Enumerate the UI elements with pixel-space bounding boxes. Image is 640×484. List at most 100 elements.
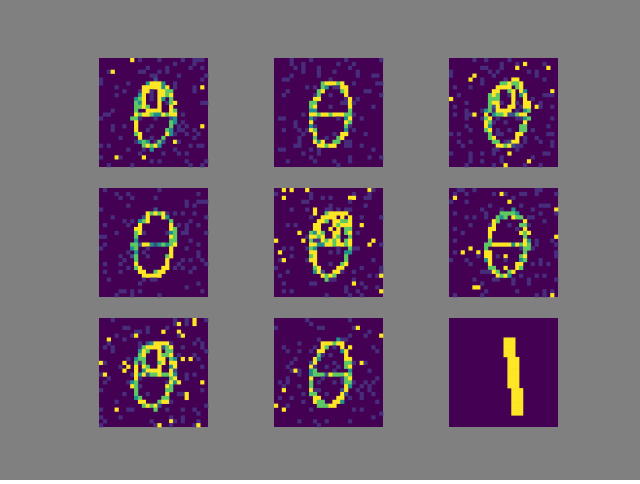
pixel xyxy=(515,211,520,216)
pixel xyxy=(351,360,357,366)
pixel xyxy=(180,128,185,133)
pixel xyxy=(530,246,535,251)
pixel xyxy=(172,238,178,243)
pixel xyxy=(554,277,559,282)
pixel xyxy=(153,407,158,412)
pixel xyxy=(522,120,528,125)
pixel xyxy=(344,211,349,216)
pixel xyxy=(281,93,286,98)
pixel xyxy=(363,333,368,338)
pixel xyxy=(519,265,524,271)
pixel xyxy=(145,345,150,350)
pixel xyxy=(180,58,185,63)
pixel xyxy=(99,77,104,82)
pixel xyxy=(309,238,314,243)
pixel xyxy=(169,399,174,404)
pixel xyxy=(347,143,353,148)
pixel xyxy=(344,116,349,121)
pixel xyxy=(200,345,205,350)
pixel xyxy=(344,356,349,362)
pixel xyxy=(332,139,337,144)
pixel xyxy=(277,380,283,385)
pixel xyxy=(522,226,528,232)
pixel xyxy=(309,230,314,236)
pixel xyxy=(487,238,493,243)
pixel xyxy=(495,93,500,98)
pixel xyxy=(344,258,349,263)
pixel xyxy=(180,419,185,424)
pixel xyxy=(480,108,485,113)
pixel xyxy=(495,131,500,137)
pixel xyxy=(347,242,353,247)
pixel xyxy=(165,211,170,216)
pixel xyxy=(347,199,353,204)
pixel xyxy=(515,289,520,294)
pixel xyxy=(165,399,170,404)
pixel xyxy=(169,96,174,102)
pixel xyxy=(495,69,500,74)
pixel xyxy=(449,258,454,263)
pixel xyxy=(375,73,380,78)
pixel xyxy=(519,258,524,263)
pixel xyxy=(507,372,512,377)
pixel xyxy=(134,124,139,129)
pixel xyxy=(344,219,349,224)
pixel xyxy=(507,139,512,144)
pixel xyxy=(281,188,286,193)
pixel xyxy=(324,207,329,212)
pixel xyxy=(379,265,384,271)
pixel xyxy=(312,254,318,259)
pixel xyxy=(169,368,174,373)
pixel xyxy=(176,353,182,358)
pixel xyxy=(169,234,174,239)
pixel xyxy=(359,143,364,148)
pixel xyxy=(161,329,166,334)
pixel xyxy=(145,112,150,117)
pixel xyxy=(281,407,286,412)
pixel xyxy=(347,219,353,224)
pixel xyxy=(347,368,353,373)
pixel xyxy=(519,411,524,416)
pixel xyxy=(184,321,189,327)
pixel xyxy=(371,415,376,420)
pixel xyxy=(464,112,469,117)
pixel xyxy=(316,395,322,401)
pixel xyxy=(480,151,485,156)
pixel xyxy=(141,219,147,224)
pixel xyxy=(347,345,353,350)
pixel xyxy=(285,380,290,385)
pixel xyxy=(134,250,139,255)
pixel xyxy=(316,238,322,243)
pixel xyxy=(312,360,318,366)
pixel xyxy=(145,85,150,90)
pixel xyxy=(137,230,143,236)
pixel xyxy=(204,215,209,220)
pixel xyxy=(328,242,333,247)
pixel xyxy=(293,65,298,70)
pixel xyxy=(534,69,539,74)
pixel xyxy=(176,151,182,156)
pixel xyxy=(344,353,349,358)
pixel xyxy=(169,384,174,389)
pixel xyxy=(289,289,294,294)
pixel xyxy=(449,199,454,204)
pixel xyxy=(499,242,504,247)
pixel xyxy=(449,73,454,78)
pixel xyxy=(316,93,322,98)
pixel xyxy=(336,116,341,121)
pixel xyxy=(515,403,520,408)
pixel xyxy=(515,391,520,397)
pixel xyxy=(511,384,516,389)
image-panel-6 xyxy=(449,188,559,298)
pixel xyxy=(511,407,516,412)
pixel xyxy=(538,163,543,168)
pixel xyxy=(149,143,154,148)
pixel xyxy=(336,211,341,216)
pixel xyxy=(312,356,318,362)
pixel xyxy=(293,143,298,148)
pixel xyxy=(281,116,286,121)
pixel xyxy=(172,321,178,327)
pixel xyxy=(184,199,189,204)
pixel xyxy=(114,407,119,412)
pixel xyxy=(153,211,158,216)
